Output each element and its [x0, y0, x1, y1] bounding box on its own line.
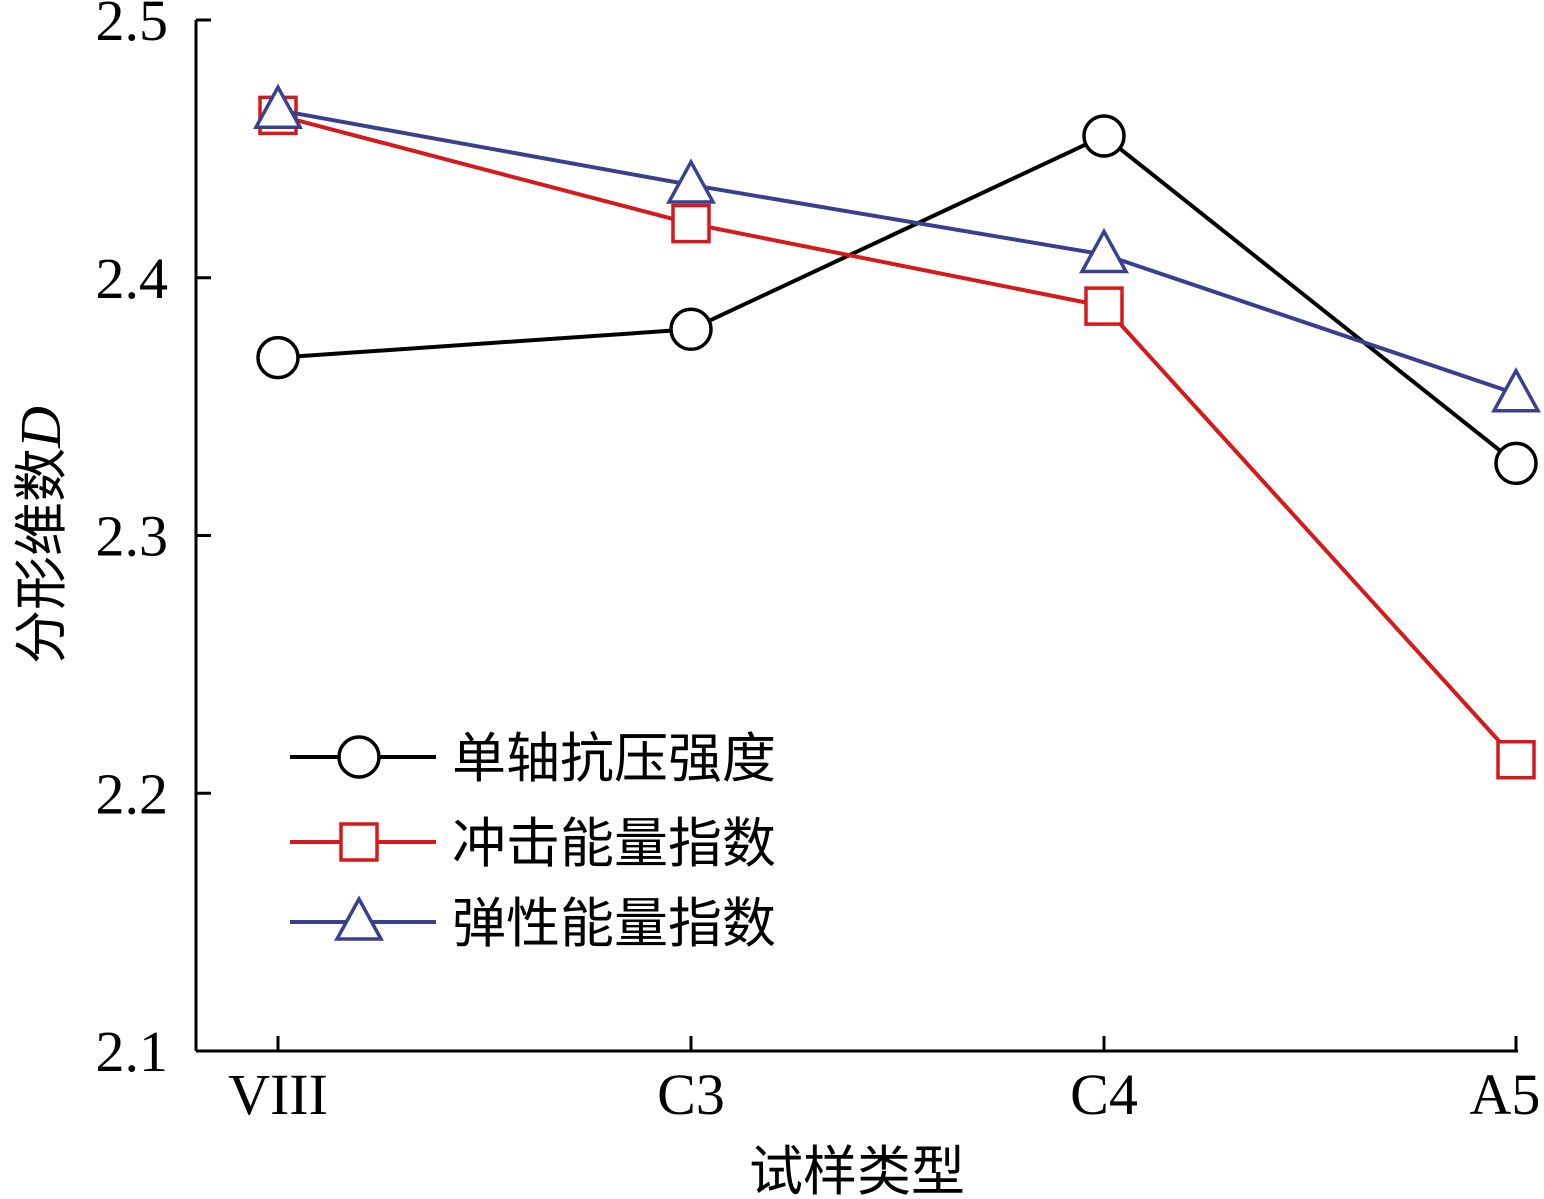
x-ticks: VIII C3 C4 A5	[228, 1036, 1540, 1127]
y-ticks: 2.1 2.2 2.3 2.4 2.5	[96, 0, 211, 1084]
series-triangle	[253, 83, 1541, 413]
series-layer	[253, 83, 1541, 780]
circle-marker	[669, 307, 713, 352]
triangle-marker	[253, 83, 303, 129]
x-tick-label: C3	[657, 1062, 725, 1127]
series-square	[258, 95, 1536, 780]
x-tick-label: VIII	[228, 1062, 328, 1127]
series-line	[277, 113, 1518, 762]
square-marker-legend	[339, 822, 379, 862]
y-axis-title-text: 分形维数	[10, 448, 73, 664]
legend-label: 弹性能量指数	[452, 892, 776, 955]
series-circle	[256, 114, 1538, 486]
triangle-marker	[1079, 227, 1129, 274]
square-marker	[1084, 286, 1124, 326]
y-tick-label: 2.5	[96, 0, 169, 53]
y-tick-label: 2.2	[96, 761, 169, 826]
y-axis-title: 分形维数D	[8, 406, 73, 664]
square-marker	[1496, 739, 1536, 780]
axes	[194, 20, 1518, 1053]
x-tick-label: A5	[1470, 1062, 1541, 1127]
circle-marker	[256, 335, 300, 380]
square-marker	[671, 203, 711, 244]
legend-item: 弹性能量指数	[290, 892, 776, 955]
legend-item: 单轴抗压强度	[290, 727, 776, 790]
circle-marker	[1082, 114, 1126, 158]
triangle-marker	[1491, 367, 1541, 413]
y-tick-label: 2.3	[96, 504, 169, 569]
x-axis-title: 试样类型	[749, 1140, 965, 1199]
series-line	[277, 133, 1518, 465]
legend-label: 冲击能量指数	[452, 812, 776, 875]
legend-label: 单轴抗压强度	[452, 727, 776, 790]
series-line	[277, 108, 1517, 396]
x-tick-label: C4	[1070, 1062, 1138, 1127]
y-tick-label: 2.4	[96, 246, 169, 311]
triangle-marker	[666, 158, 716, 204]
circle-marker-legend	[337, 735, 381, 779]
legend-item: 冲击能量指数	[290, 812, 776, 875]
circle-marker	[1494, 441, 1538, 486]
y-axis-title-italic: D	[8, 406, 73, 449]
triangle-marker-legend	[334, 895, 384, 941]
y-tick-label: 2.1	[96, 1019, 169, 1084]
